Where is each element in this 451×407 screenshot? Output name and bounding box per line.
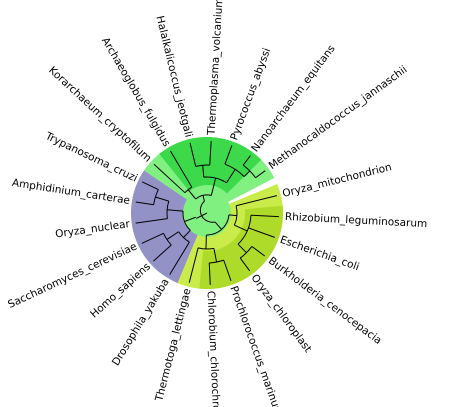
leaf-label: Oryza_nuclear xyxy=(54,218,131,241)
leaf-label: Rhizobium_leguminosarum xyxy=(285,211,428,230)
leaf-label: Burkholderia_cenocepacia xyxy=(266,255,384,347)
leaf-label: Thermotoga_lettingae xyxy=(153,287,194,403)
leaf-label: Saccharomyces_cerevisiae xyxy=(6,241,139,311)
leaf-label: Chlorobium_chlorochromatii xyxy=(205,291,224,407)
leaf-label: Methanocaldococcus_jannaschii xyxy=(267,64,410,172)
leaf-label: Oryza_mitochondrion xyxy=(281,161,393,200)
leaf-label: Thermoplasma_volcanium xyxy=(205,0,225,136)
internal-branch xyxy=(229,215,237,216)
leaf-label: Amphidinium_carterae xyxy=(11,177,131,207)
